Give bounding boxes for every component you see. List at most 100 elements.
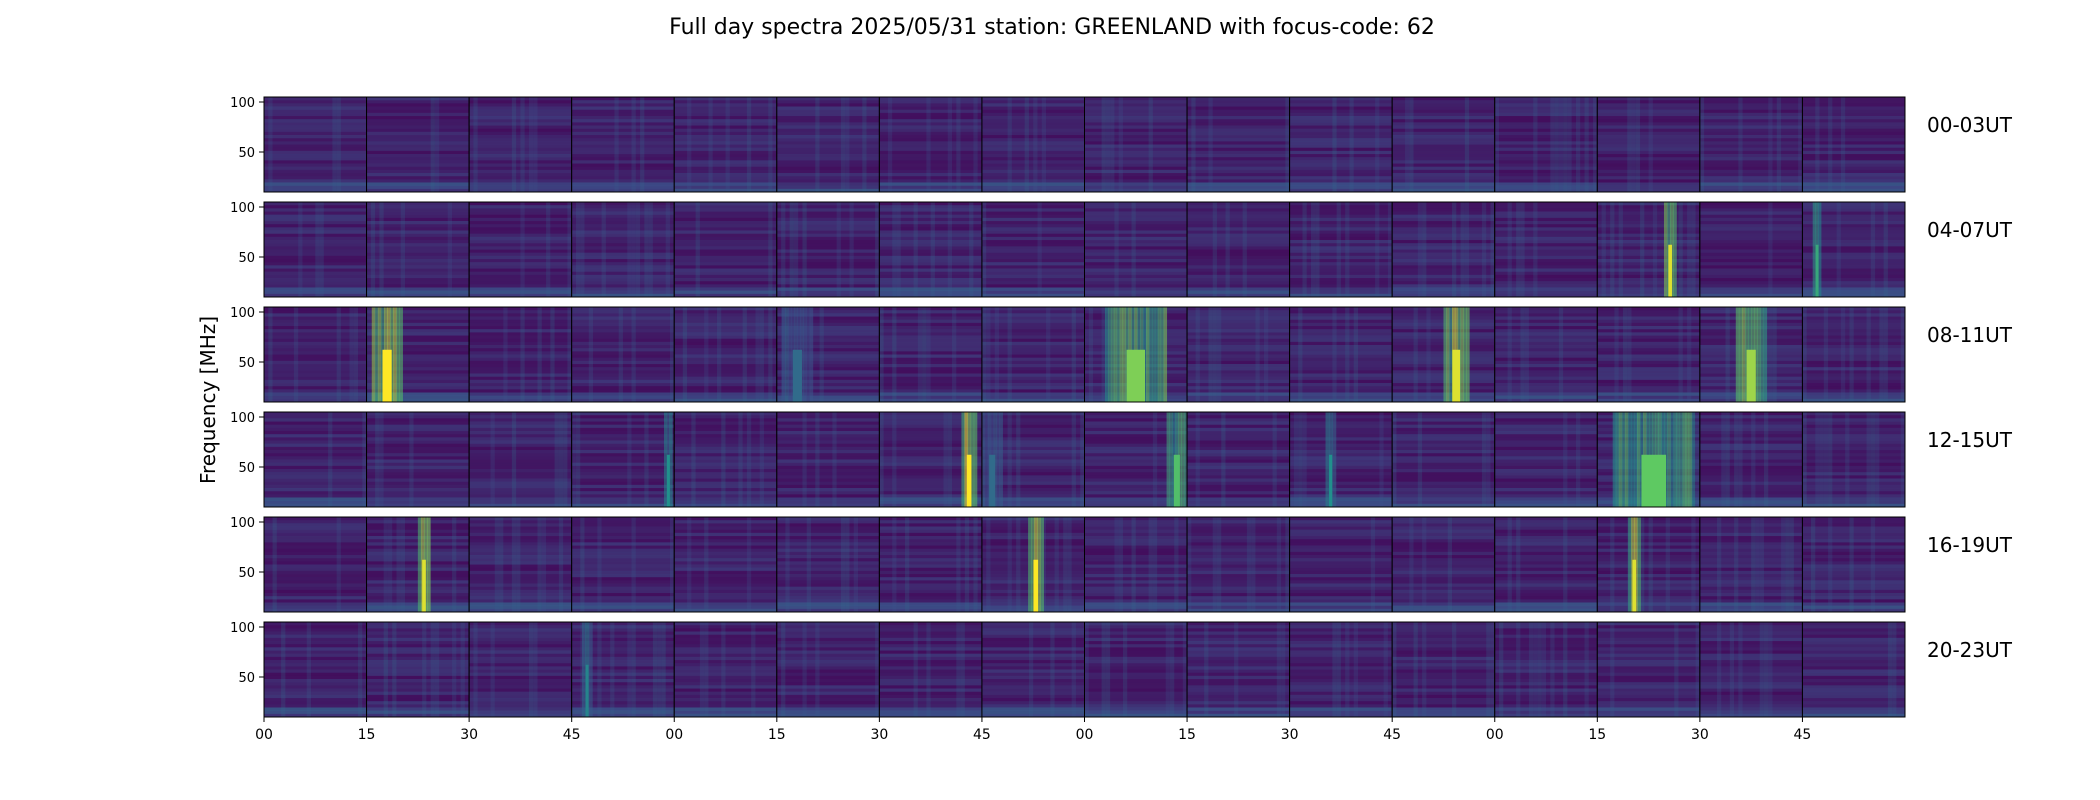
spectrum-panel <box>1699 201 1803 298</box>
spectrum-panel <box>981 201 1085 298</box>
spectrum-panel <box>878 96 983 193</box>
spectrum-panel <box>1801 516 1906 613</box>
spectrum-panel <box>571 516 675 613</box>
spectra-panels: 50 100 50 100 50 100 50 100 50 100 50 100 <box>230 96 1906 718</box>
spectrum-panel <box>468 96 573 193</box>
spectrum-panel <box>366 621 470 718</box>
y-tick-label: 100 <box>230 306 255 321</box>
y-axis-label: Frequency [MHz] <box>196 316 220 484</box>
spectrum-panel <box>878 621 983 718</box>
spectrum-panel <box>1084 201 1188 298</box>
spectrum-panel <box>571 306 675 403</box>
y-tick-label: 100 <box>230 621 255 636</box>
spectrum-panel <box>1186 621 1291 718</box>
spectrum-panel <box>1289 411 1393 508</box>
spectrum-panel <box>1289 516 1393 613</box>
spectrum-panel <box>1494 516 1598 613</box>
spectrum-panel <box>1186 201 1291 298</box>
spectrum-panel <box>1699 306 1803 403</box>
spectra-row-00-03UT: 50 100 <box>230 96 1906 193</box>
spectrum-panel <box>263 621 368 718</box>
spectrum-panel <box>1391 306 1496 403</box>
spectrum-panel <box>1391 201 1496 298</box>
spectrum-panel <box>673 516 778 613</box>
spectrum-panel <box>263 411 368 508</box>
spectrum-panel <box>1596 201 1701 298</box>
spectrum-panel <box>1801 96 1906 193</box>
spectrum-panel <box>468 306 573 403</box>
spectrum-panel <box>1289 306 1393 403</box>
x-tick-label: 45 <box>1794 727 1812 743</box>
spectrum-panel <box>1391 621 1496 718</box>
spectrum-panel <box>571 96 675 193</box>
spectrum-panel <box>1084 96 1188 193</box>
spectrum-panel <box>366 201 470 298</box>
x-tick-label: 45 <box>1383 727 1401 743</box>
y-tick-label: 50 <box>238 146 255 161</box>
spectrum-panel <box>468 621 573 718</box>
spectrum-panel <box>981 96 1085 193</box>
spectrum-panel <box>1186 411 1291 508</box>
spectrum-panel <box>263 306 368 403</box>
spectrum-panel <box>468 516 573 613</box>
spectrum-panel <box>1186 516 1291 613</box>
y-tick-label: 50 <box>238 356 255 371</box>
spectrum-panel <box>1084 516 1188 613</box>
spectrum-panel <box>263 516 368 613</box>
y-tick-label: 100 <box>230 411 255 426</box>
spectrum-panel <box>571 201 675 298</box>
chart-title: Full day spectra 2025/05/31 station: GRE… <box>669 15 1435 40</box>
x-tick-label: 15 <box>768 727 786 743</box>
spectrum-panel <box>981 306 1085 403</box>
spectra-row-08-11UT: 50 100 <box>230 306 1906 403</box>
spectrum-panel <box>981 621 1085 718</box>
x-tick-label: 00 <box>1076 727 1094 743</box>
x-tick-label: 30 <box>1281 727 1299 743</box>
spectrum-panel <box>776 411 880 508</box>
spectrum-panel <box>366 96 470 193</box>
spectrum-panel <box>1084 621 1188 718</box>
row-label: 16-19UT <box>1927 533 2013 557</box>
row-label: 08-11UT <box>1927 323 2013 347</box>
spectrum-panel <box>1494 201 1598 298</box>
x-tick-label: 00 <box>255 727 273 743</box>
x-tick-label: 45 <box>563 727 581 743</box>
spectrum-panel <box>571 411 675 508</box>
spectrum-panel <box>366 516 470 613</box>
y-tick-label: 100 <box>230 201 255 216</box>
x-tick-label: 15 <box>358 727 376 743</box>
spectrum-panel <box>1186 96 1291 193</box>
spectrum-panel <box>1596 306 1701 403</box>
spectrum-panel <box>776 201 880 298</box>
y-tick-label: 50 <box>238 566 255 581</box>
spectrum-panel <box>1289 621 1393 718</box>
spectrum-panel <box>1289 96 1393 193</box>
row-labels: 00-03UT 04-07UT 08-11UT 12-15UT 16-19UT 20-23… <box>1927 113 2013 662</box>
y-tick-label: 100 <box>230 516 255 531</box>
row-label: 04-07UT <box>1927 218 2013 242</box>
spectrum-panel <box>1084 411 1188 508</box>
spectrum-panel <box>1801 306 1906 403</box>
spectrum-panel <box>673 621 778 718</box>
x-axis-ticks: 00 15 30 45 00 15 30 45 00 15 30 45 00 15 30 45 <box>255 717 1811 743</box>
spectrum-panel <box>1391 516 1496 613</box>
spectrum-panel <box>1494 306 1598 403</box>
spectrum-panel <box>673 201 778 298</box>
spectra-row-12-15UT: 50 100 <box>230 411 1906 508</box>
spectrum-panel <box>1494 96 1598 193</box>
spectrum-panel <box>468 201 573 298</box>
spectrum-panel <box>776 96 880 193</box>
spectrum-panel <box>263 96 368 193</box>
spectra-row-04-07UT: 50 100 <box>230 201 1906 298</box>
spectrum-panel <box>673 306 778 403</box>
y-tick-label: 50 <box>238 671 255 686</box>
spectrum-panel <box>1596 516 1701 613</box>
y-tick-label: 50 <box>238 251 255 266</box>
spectrum-panel <box>878 411 983 508</box>
spectrum-panel <box>1699 96 1803 193</box>
spectrum-panel <box>1801 201 1906 298</box>
x-tick-label: 30 <box>870 727 888 743</box>
row-label: 12-15UT <box>1927 428 2013 452</box>
spectrum-panel <box>1699 516 1803 613</box>
